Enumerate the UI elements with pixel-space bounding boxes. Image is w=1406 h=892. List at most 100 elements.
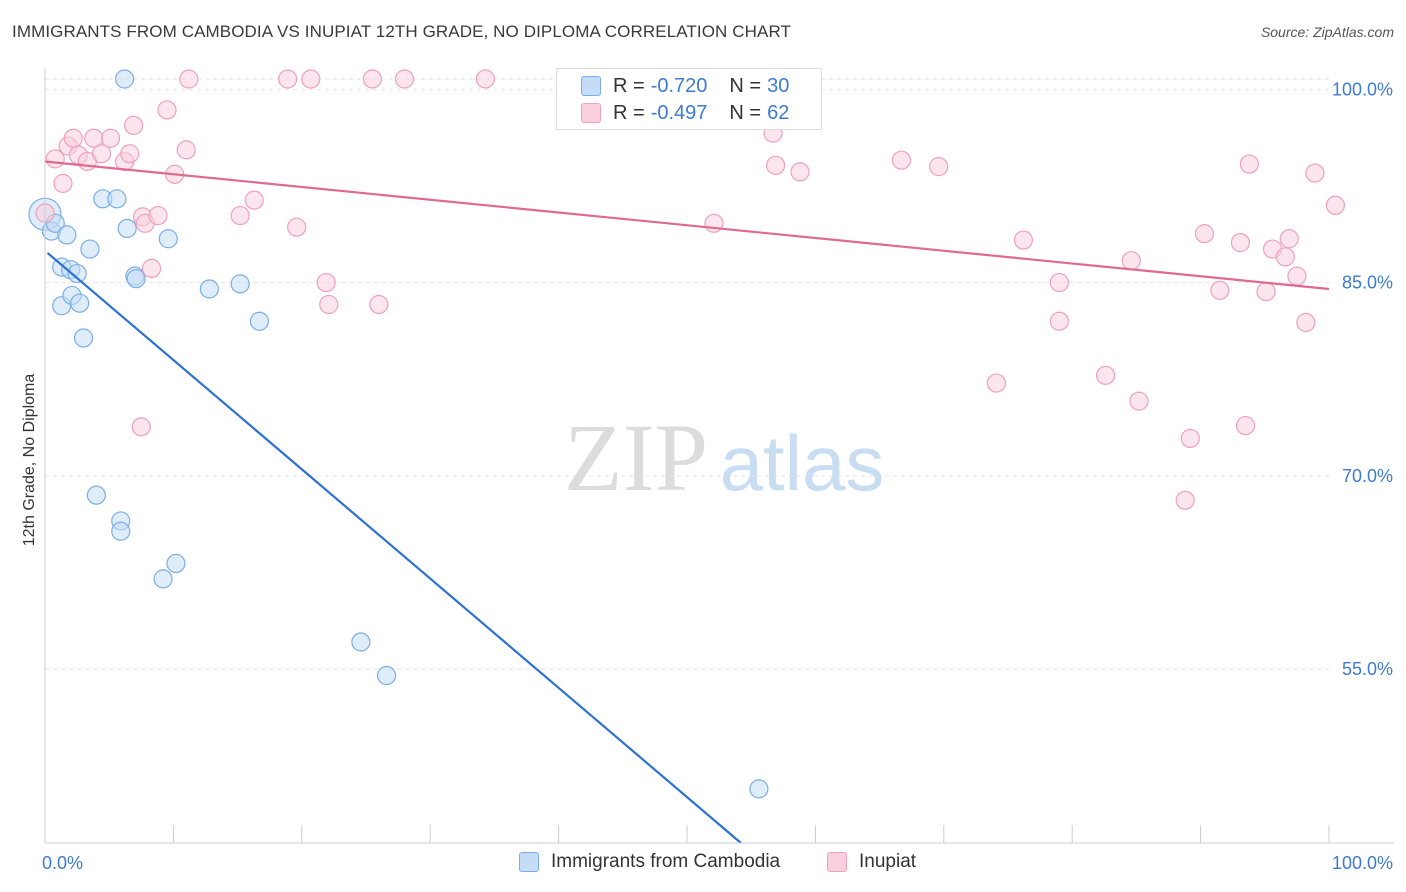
point-inupiat — [1235, 415, 1256, 436]
point-inupiat — [1256, 281, 1276, 302]
watermark-zip: ZIP — [564, 404, 708, 511]
watermark-atlas: atlas — [720, 419, 885, 507]
legend-swatch-cambodia — [519, 852, 539, 872]
point-cambodia — [153, 569, 173, 589]
point-inupiat — [131, 417, 151, 437]
point-cambodia — [230, 274, 250, 294]
legend-n-label: N = — [729, 74, 762, 97]
point-inupiat — [1180, 428, 1200, 449]
legend-row-inupiat: R = -0.497 N = 62 — [581, 100, 789, 126]
point-inupiat — [100, 128, 121, 148]
legend-r-label: R = — [613, 101, 645, 124]
legend-item-cambodia: Immigrants from Cambodia — [519, 851, 780, 873]
point-inupiat — [1095, 365, 1116, 385]
point-inupiat — [1230, 233, 1251, 253]
point-cambodia — [73, 328, 94, 348]
point-inupiat — [157, 100, 177, 120]
point-inupiat — [790, 162, 810, 182]
point-cambodia — [86, 485, 106, 505]
point-inupiat — [319, 294, 339, 315]
point-cambodia — [126, 269, 146, 289]
legend-swatch-cambodia — [581, 76, 601, 96]
point-cambodia — [115, 69, 135, 89]
legend-name-inupiat: Inupiat — [859, 851, 917, 872]
point-inupiat — [1210, 280, 1230, 300]
point-inupiat — [123, 115, 144, 135]
point-inupiat — [278, 69, 298, 89]
point-inupiat — [765, 155, 786, 175]
trend-line-cambodia — [46, 252, 742, 844]
point-inupiat — [475, 69, 496, 89]
point-cambodia — [749, 779, 769, 799]
point-cambodia — [67, 263, 87, 284]
point-inupiat — [1325, 195, 1346, 215]
legend-swatch-inupiat — [827, 852, 847, 872]
axes — [44, 68, 1394, 844]
point-inupiat — [1296, 312, 1316, 333]
point-inupiat — [63, 128, 83, 148]
point-cambodia — [117, 218, 137, 239]
x-tick-label: 0.0% — [42, 853, 83, 873]
y-tick-label: 100.0% — [1332, 79, 1393, 99]
point-inupiat — [120, 144, 140, 164]
chart-title: IMMIGRANTS FROM CAMBODIA VS INUPIAT 12TH… — [12, 22, 791, 41]
trend-lines — [44, 160, 1330, 844]
y-tick-label: 85.0% — [1342, 273, 1393, 293]
point-inupiat — [1121, 251, 1141, 271]
point-inupiat — [141, 258, 162, 279]
point-inupiat — [891, 150, 912, 170]
gridlines — [45, 78, 1329, 670]
point-inupiat — [1013, 230, 1034, 250]
legend-n-value: 30 — [767, 74, 790, 97]
point-inupiat — [301, 69, 321, 89]
legend-name-cambodia: Immigrants from Cambodia — [551, 851, 781, 872]
point-inupiat — [316, 272, 336, 293]
point-inupiat — [1287, 266, 1307, 286]
point-cambodia — [57, 225, 77, 245]
legend-r-label: R = — [613, 74, 645, 97]
point-inupiat — [287, 217, 307, 237]
point-inupiat — [1049, 311, 1069, 331]
point-cambodia — [376, 665, 397, 686]
trend-line-inupiat — [44, 160, 1330, 291]
point-inupiat — [1049, 272, 1069, 293]
point-inupiat — [148, 205, 168, 226]
y-tick-label: 55.0% — [1342, 659, 1393, 679]
source-label: Source: ZipAtlas.com — [1260, 24, 1394, 40]
watermark: ZIP atlas — [564, 404, 884, 511]
legend-n-value: 62 — [767, 101, 790, 124]
point-inupiat — [230, 205, 250, 226]
point-inupiat — [1194, 224, 1215, 244]
point-cambodia — [249, 311, 270, 331]
y-tick-label: 70.0% — [1342, 466, 1393, 486]
series-legend: Immigrants from Cambodia Inupiat — [0, 851, 1406, 877]
stats-legend: R = -0.720 N = 30 R = -0.497 N = 62 — [556, 68, 822, 130]
point-inupiat — [929, 157, 949, 177]
legend-r-value: -0.497 — [650, 101, 708, 124]
point-inupiat — [394, 69, 415, 89]
legend-swatch-inupiat — [581, 103, 601, 123]
point-inupiat — [176, 140, 196, 160]
legend-r-value: -0.720 — [650, 74, 708, 97]
point-cambodia — [351, 632, 371, 652]
point-inupiat — [244, 190, 264, 210]
point-inupiat — [91, 144, 112, 164]
point-cambodia — [107, 189, 127, 209]
x-tick-label: 100.0% — [1332, 853, 1393, 873]
point-inupiat — [986, 373, 1007, 393]
point-inupiat — [1279, 229, 1299, 249]
legend-row-cambodia: R = -0.720 N = 30 — [581, 73, 789, 99]
point-inupiat — [1175, 490, 1195, 510]
tick-labels: 55.0% 70.0% 85.0% 100.0% 0.0% 100.0% — [42, 79, 1393, 873]
point-inupiat — [1305, 163, 1325, 183]
point-cambodia — [158, 229, 178, 249]
point-inupiat — [362, 69, 383, 89]
legend-item-inupiat: Inupiat — [827, 851, 916, 873]
point-cambodia — [70, 293, 90, 313]
point-cambodia — [80, 239, 100, 259]
point-inupiat — [179, 69, 199, 89]
point-cambodia — [166, 553, 186, 574]
point-inupiat — [1275, 247, 1295, 267]
point-inupiat — [369, 294, 389, 315]
